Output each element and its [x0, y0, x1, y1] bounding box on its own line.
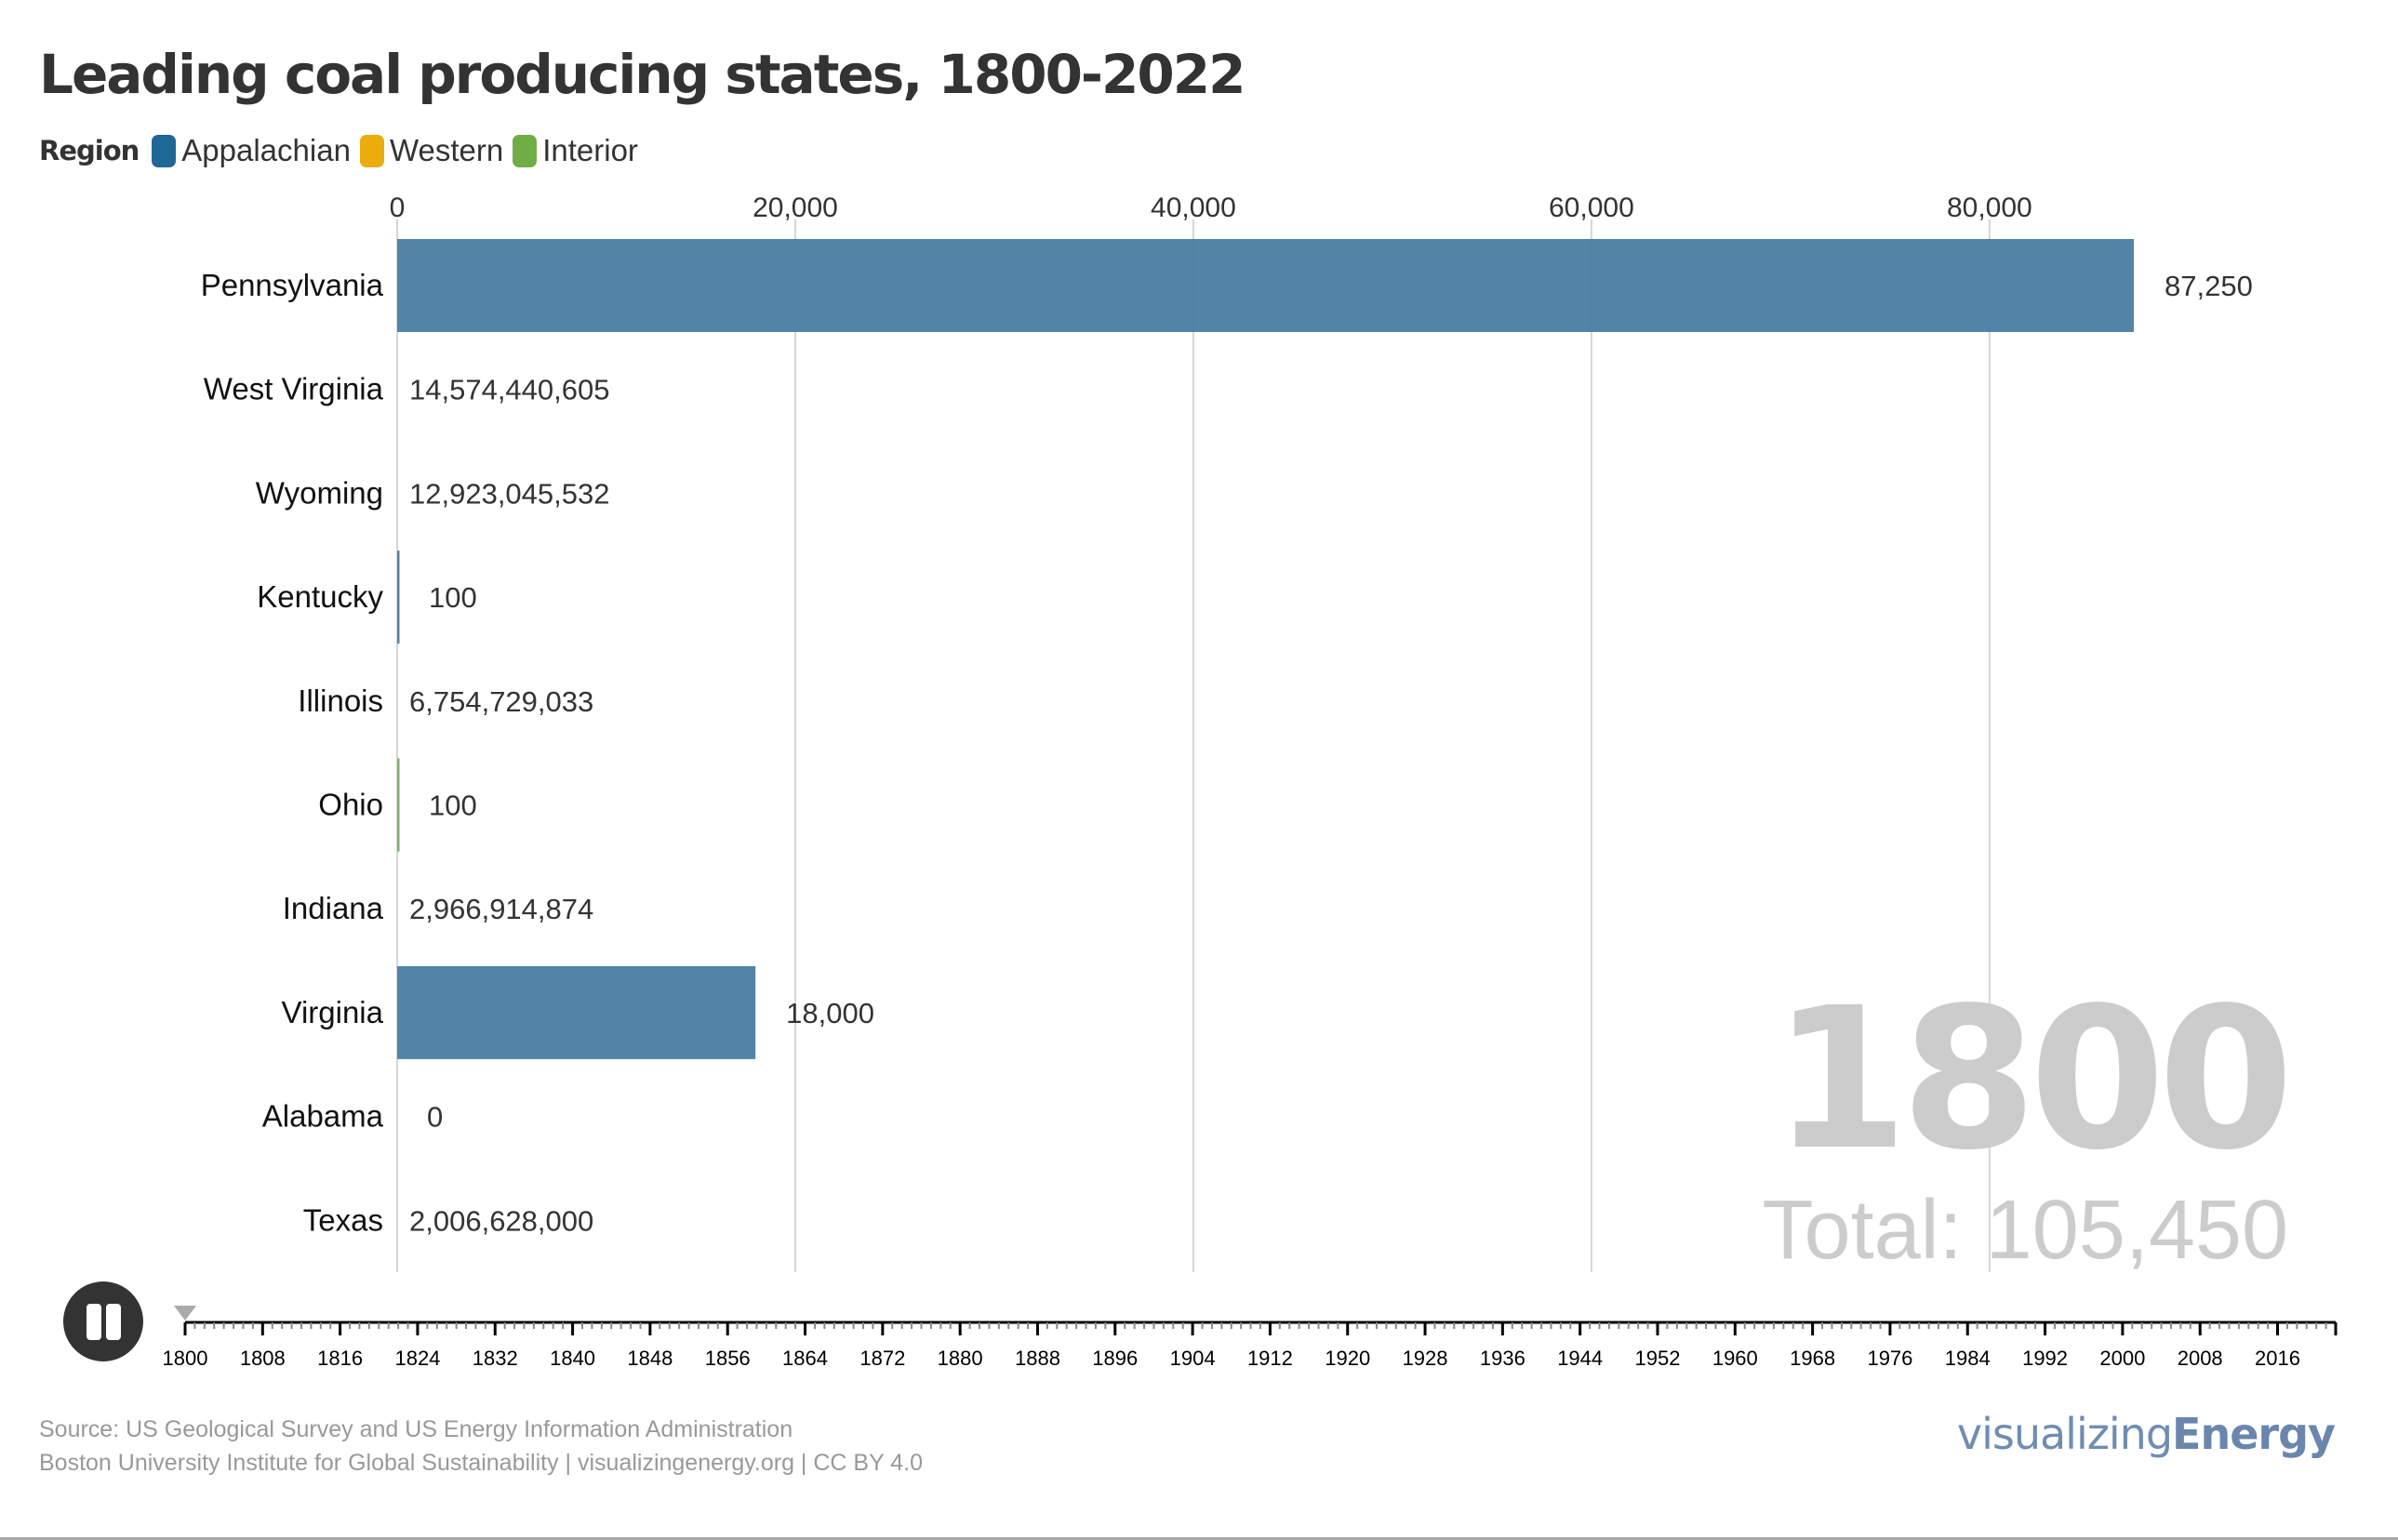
value-label: 2,006,628,000 [409, 1204, 593, 1237]
timeline-tick-label: 1880 [938, 1347, 983, 1370]
timeline-tick-label: 1912 [1247, 1347, 1293, 1370]
category-label: Kentucky [257, 579, 383, 614]
legend-swatch-western [359, 134, 384, 167]
logo-bold-text: Energy [2172, 1409, 2336, 1459]
bar [397, 758, 400, 852]
timeline-tick-label: 1832 [473, 1347, 518, 1370]
value-label: 100 [429, 581, 477, 614]
bar [397, 965, 756, 1059]
timeline-tick-label: 1840 [550, 1347, 595, 1370]
total-label: Total: 105,450 [1763, 1184, 2288, 1277]
value-label: 14,574,440,605 [409, 374, 610, 406]
timeline-tick-label: 1856 [705, 1347, 751, 1370]
x-tick-label: 60,000 [1549, 192, 1634, 223]
pause-icon [106, 1304, 121, 1340]
legend-title: Region [39, 135, 140, 166]
bars [397, 239, 2134, 1059]
x-tick-label: 40,000 [1151, 192, 1236, 223]
bar [397, 239, 2134, 332]
timeline-tick-label: 1936 [1480, 1347, 1525, 1370]
category-label: Alabama [262, 1099, 384, 1134]
credit-note: Boston University Institute for Global S… [39, 1450, 924, 1476]
timeline-tick-label: 1824 [394, 1347, 440, 1370]
value-label: 0 [427, 1101, 443, 1134]
bottom-border [0, 1537, 2398, 1540]
legend-item-western: Western [359, 133, 504, 168]
category-label: Virginia [282, 995, 384, 1029]
category-label: Indiana [283, 891, 384, 925]
timeline-handle[interactable] [174, 1306, 196, 1321]
value-label: 2,966,914,874 [409, 893, 593, 925]
category-labels: Pennsylvania West Virginia Wyoming Kentucky… [201, 268, 384, 1237]
timeline-tick-label: 1944 [1557, 1347, 1603, 1370]
timeline-tick-label: 1904 [1170, 1347, 1216, 1370]
timeline-tick-label: 1848 [627, 1347, 673, 1370]
timeline-tick-label: 1808 [240, 1347, 286, 1370]
category-label: Pennsylvania [201, 268, 384, 302]
timeline-tick-label: 2008 [2178, 1347, 2223, 1370]
x-axis: 0 20,000 40,000 60,000 80,000 [390, 192, 2032, 223]
legend-label: Interior [542, 133, 638, 167]
category-label: West Virginia [204, 372, 384, 406]
value-label: 6,754,729,033 [409, 685, 593, 718]
value-label: 12,923,045,532 [409, 477, 610, 510]
legend-item-appalachian: Appalachian [152, 133, 351, 168]
timeline-tick-label: 1992 [2022, 1347, 2068, 1370]
legend: Region Appalachian Western Interior [39, 132, 647, 169]
timeline-tick-label: 2000 [2099, 1347, 2145, 1370]
category-label: Illinois [298, 684, 383, 718]
legend-swatch-interior [513, 134, 538, 167]
timeline-tick-label: 1888 [1015, 1347, 1060, 1370]
legend-label: Western [389, 133, 504, 167]
timeline-tick-label: 1896 [1092, 1347, 1138, 1370]
chart-title: Leading coal producing states, 1800-2022 [39, 43, 1246, 106]
timeline-tick-label: 1872 [859, 1347, 905, 1370]
category-label: Ohio [318, 788, 383, 822]
category-label: Texas [303, 1202, 383, 1237]
timeline-tick-label: 1984 [1945, 1347, 1991, 1370]
value-label: 87,250 [2165, 270, 2253, 302]
legend-item-interior: Interior [513, 133, 638, 168]
x-tick-label: 80,000 [1947, 192, 2032, 223]
timeline-tick-label: 1960 [1712, 1347, 1758, 1370]
value-label: 100 [429, 790, 477, 822]
timeline-tick-label: 1928 [1403, 1347, 1448, 1370]
timeline-tick-label: 1968 [1790, 1347, 1835, 1370]
timeline-tick-label: 1976 [1867, 1347, 1912, 1370]
x-tick-label: 0 [390, 192, 406, 223]
timeline-tick-label: 2016 [2255, 1347, 2300, 1370]
pause-button[interactable] [63, 1281, 143, 1361]
logo-light-text: visualizing [1956, 1409, 2173, 1459]
bar [397, 551, 400, 644]
legend-label: Appalachian [181, 133, 351, 167]
visualizing-energy-logo: visualizingEnergy [1956, 1409, 2336, 1459]
timeline-slider[interactable]: 1800 1808 1816 1824 1832 1840 1848 1856 1864 1872… [163, 1306, 2338, 1370]
timeline-tick-label: 1800 [163, 1347, 208, 1370]
value-labels: 87,250 14,574,440,605 12,923,045,532 100 6,7… [409, 270, 2253, 1237]
category-label: Wyoming [256, 475, 383, 510]
current-year-label: 1800 [1773, 965, 2286, 1193]
legend-swatch-appalachian [152, 134, 177, 167]
value-label: 18,000 [786, 997, 874, 1029]
timeline-tick-label: 1816 [317, 1347, 363, 1370]
gridlines [396, 219, 1991, 1272]
timeline-tick-label: 1952 [1635, 1347, 1681, 1370]
source-note: Source: US Geological Survey and US Ener… [39, 1416, 793, 1442]
timeline-tick-label: 1920 [1325, 1347, 1370, 1370]
x-tick-label: 20,000 [753, 192, 838, 223]
pause-icon [87, 1304, 101, 1340]
timeline-tick-label: 1864 [782, 1347, 828, 1370]
